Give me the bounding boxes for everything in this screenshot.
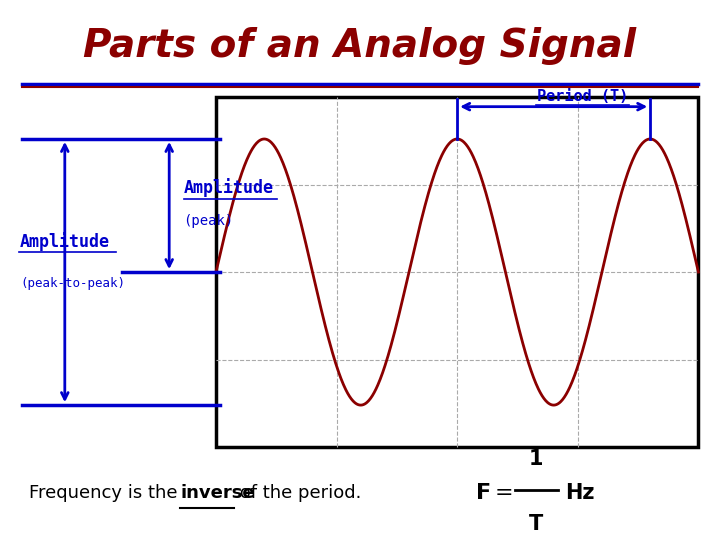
Text: (peak-to-peak): (peak-to-peak) bbox=[20, 278, 125, 291]
Text: Parts of an Analog Signal: Parts of an Analog Signal bbox=[84, 27, 636, 65]
Text: of the period.: of the period. bbox=[234, 484, 361, 502]
Text: 1: 1 bbox=[529, 449, 544, 469]
Text: T: T bbox=[529, 515, 544, 535]
Text: (peak): (peak) bbox=[184, 214, 234, 227]
Text: Hz: Hz bbox=[565, 483, 595, 503]
Bar bbox=[216, 97, 698, 447]
Text: Amplitude: Amplitude bbox=[184, 178, 274, 198]
Text: Frequency is the: Frequency is the bbox=[29, 484, 183, 502]
Text: Amplitude: Amplitude bbox=[20, 232, 110, 251]
Text: inverse: inverse bbox=[180, 484, 255, 502]
Text: Period (T): Period (T) bbox=[537, 89, 628, 104]
Text: $\mathbf{F}=$: $\mathbf{F}=$ bbox=[475, 483, 513, 503]
